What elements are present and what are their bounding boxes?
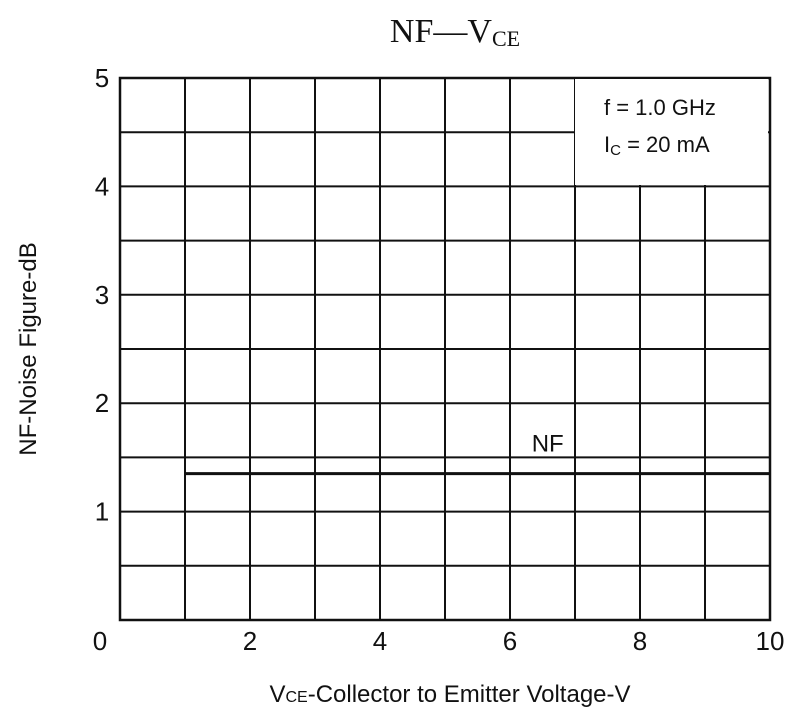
annotation-box: f = 1.0 GHz IC = 20 mA [575, 79, 768, 185]
x-axis-label-sub: CE [285, 689, 307, 706]
x-tick-label: 4 [373, 626, 387, 656]
x-tick-label: 2 [243, 626, 257, 656]
y-tick-label: 4 [95, 171, 109, 201]
x-tick-label: 0 [93, 626, 107, 656]
x-tick-label: 6 [503, 626, 517, 656]
plot-frame [118, 76, 772, 622]
annotation-current-main: I [604, 132, 610, 157]
annotation-frequency: f = 1.0 GHz [604, 95, 716, 120]
series-layer: NF [185, 431, 770, 476]
y-tick-labels: 1 2 3 4 5 [95, 63, 109, 527]
x-axis-label: VCE-Collector to Emitter Voltage-V [269, 681, 630, 708]
x-axis-label-rest: -Collector to Emitter Voltage-V [308, 681, 631, 708]
y-tick-label: 2 [95, 388, 109, 418]
x-axis-label-main: V [269, 681, 285, 708]
y-tick-label: 5 [95, 63, 109, 93]
y-axis-label: NF-Noise Figure-dB [15, 242, 42, 455]
y-tick-label: 3 [95, 280, 109, 310]
x-tick-labels: 0 2 4 6 8 10 [93, 626, 785, 656]
chart-title-main: NF—V [390, 13, 492, 50]
chart-title-sub: CE [492, 26, 520, 51]
annotation-background [575, 79, 768, 185]
grid-layer [120, 78, 770, 620]
y-tick-label: 1 [95, 497, 109, 527]
annotation-current-sub: C [610, 142, 621, 159]
annotation-current: IC = 20 mA [604, 132, 710, 159]
annotation-current-rest: = 20 mA [621, 132, 710, 157]
x-tick-label: 8 [633, 626, 647, 656]
chart-title: NF—VCE [390, 13, 520, 51]
x-tick-label: 10 [756, 626, 785, 656]
series-label-nf: NF [532, 431, 564, 458]
